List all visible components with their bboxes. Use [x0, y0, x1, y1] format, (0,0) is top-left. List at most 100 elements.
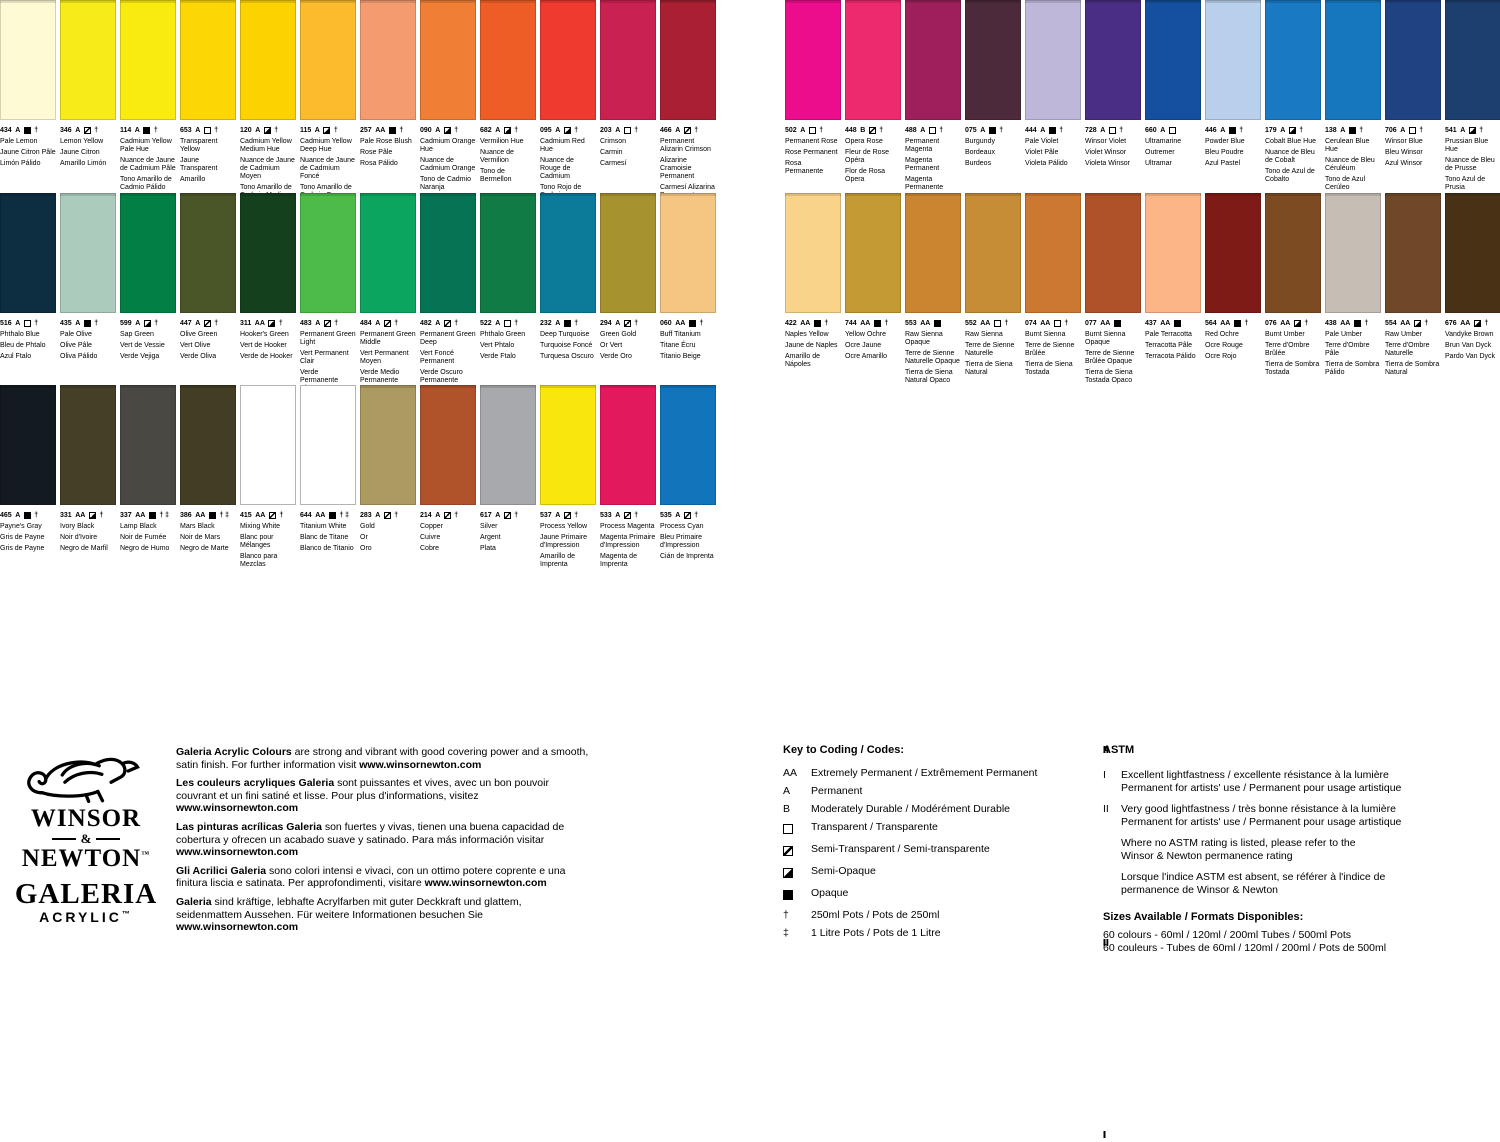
- astm-rating: I: [1103, 1129, 1106, 1141]
- swatch-label: 115 A I † Cadmium Yellow Deep Hue Nuance de J…: [300, 120, 1106, 756]
- colour-name-fr: Violet Winsor: [1085, 149, 1127, 156]
- semi-opaque-square-icon: [443, 127, 451, 134]
- semi-transparent-square-icon: [683, 512, 691, 519]
- semi-opaque-square-icon: [323, 127, 331, 134]
- swatch-cell: 483 A II † Permanent Green Light Vert Permane…: [300, 193, 1109, 949]
- colour-name-fr: Violet Pâle: [1025, 149, 1059, 156]
- colour-name-fr: Nuance de Jaune de Cadmium Foncé: [300, 157, 355, 180]
- swatch-code-line: 644 AA I † ‡: [300, 512, 1106, 1141]
- permanence-rating: A: [555, 127, 561, 134]
- colour-code: 482: [420, 320, 432, 327]
- swatch-label: 294 A I † Green Gold Or Vert Verde Oro: [600, 313, 1106, 949]
- swatch-cell: 502AI† Permanent Rose Rose Permanent Rosa P…: [785, 0, 841, 195]
- permanence-rating: AA: [980, 320, 991, 327]
- colour-name-es: Tono de Azul Cerúleo: [1325, 176, 1366, 191]
- colour-name-en: Raw Umber: [1385, 331, 1422, 338]
- opaque-square-icon: [1348, 127, 1356, 134]
- pot-size-marks: †: [279, 512, 284, 519]
- swatch-label: 617 A † Silver Argent Plata: [480, 505, 536, 553]
- colour-name-en: Titanium White: [300, 523, 347, 530]
- astm-rating: II: [1103, 744, 1109, 756]
- transparent-square-icon: [808, 127, 816, 134]
- colour-name-en: Deep Turquoise: [540, 331, 590, 338]
- permanence-rating: A: [15, 512, 21, 519]
- colour-name-es: Verde de Hooker: [240, 353, 293, 360]
- key-row: AA Extremely Permanent / Extrêmement Perm…: [783, 768, 1103, 779]
- swatch-code-line: 482 A II †: [420, 320, 1109, 949]
- swatch-cell: 438AAI† Pale Umber Terre d'Ombre Pâle Tierr…: [1325, 193, 1381, 388]
- colour-name-es: Tierra de Siena Natural: [965, 361, 1013, 376]
- swatch-code-line: 179AI†: [1265, 127, 1321, 134]
- colour-name-es: Carmesí: [600, 160, 627, 167]
- paragraph-lead: Galeria Acrylic Colours: [176, 746, 292, 758]
- key-symbol: [783, 866, 811, 881]
- swatch-code-line: 617 A †: [480, 512, 536, 519]
- permanence-rating: A: [675, 512, 681, 519]
- permanence-rating: AA: [195, 512, 206, 519]
- swatch-code-line: 516 A I †: [0, 320, 1106, 949]
- color-chip: [60, 0, 116, 120]
- transparent-square-icon: [783, 824, 793, 834]
- colour-name-en: Cadmium Yellow Deep Hue: [300, 138, 352, 153]
- colour-name-es: Verde Ftalo: [480, 353, 516, 360]
- colour-name-es: Flor de Rosa Ópera: [845, 168, 886, 183]
- transparent-square-icon: [1053, 320, 1061, 327]
- swatch-cell: 522 A I † Phthalo Green Vert Phtalo Verde Ftal…: [480, 193, 1106, 949]
- permanence-rating: AA: [675, 320, 686, 327]
- swatch-label: 484 A II † Permanent Green Middle Vert Perman…: [360, 313, 1109, 949]
- permanence-rating: A: [15, 127, 21, 134]
- colour-name-fr: Titane Écru: [660, 342, 696, 349]
- swatch-cell: 076AAI† Burnt Umber Terre d'Ombre Brûlée Ti…: [1265, 193, 1321, 388]
- pot-size-marks: †: [333, 127, 338, 134]
- transparent-square-icon: [23, 320, 31, 327]
- swatch-label: 283 A † Gold Or Oro: [360, 505, 416, 553]
- colour-name-en: Process Yellow: [540, 523, 588, 530]
- color-chip: [965, 0, 1021, 120]
- colour-code: 599: [120, 320, 132, 327]
- semi-opaque-square-icon: [143, 320, 151, 327]
- color-chip: [1265, 0, 1321, 120]
- swatch-cell: 386 AA I † ‡ Mars Black Noir de Mars Negro de …: [180, 385, 1106, 1141]
- colour-name-es: Tono Amarillo de Cadmio Pálido: [120, 176, 172, 191]
- pot-size-marks: †: [99, 512, 104, 519]
- swatch-cell: 415 AA I † Mixing White Blanc pour Mélanges Bl…: [240, 385, 1106, 1141]
- color-chip: [1085, 193, 1141, 313]
- swatch-label: 564AAI† Red Ochre Ocre Rouge Ocre Rojo: [1205, 313, 1261, 361]
- permanence-rating: AA: [1160, 320, 1171, 327]
- swatch-cell: 422AAI† Naples Yellow Jaune de Naples Amari…: [785, 193, 841, 388]
- swatch-label: 415 AA I † Mixing White Blanc pour Mélanges Bl…: [240, 505, 1106, 1141]
- astm-rating: II: [1103, 744, 1109, 756]
- swatch-code-line: 074AAI†: [1025, 320, 1081, 327]
- astm-marker: [1103, 871, 1121, 897]
- colour-name-en: Green Gold: [600, 331, 637, 338]
- semi-transparent-square-icon: [623, 320, 631, 327]
- swatch-code-line: 706AI†: [1385, 127, 1441, 134]
- color-chip: [0, 193, 56, 313]
- colour-name-fr: Ocre Rouge: [1205, 342, 1243, 349]
- colour-name-es: Magenta de Imprenta: [600, 553, 637, 568]
- pot-size-marks: †: [334, 320, 339, 327]
- colour-name-fr: Noir de Mars: [180, 534, 221, 541]
- colour-name-es: Negro de Marfil: [60, 545, 108, 552]
- semi-transparent-square-icon: [868, 127, 876, 134]
- semi-opaque-square-icon: [1288, 127, 1296, 134]
- swatch-label: 095 A II † Cadmium Red Hue Nuance de Rouge de…: [540, 120, 1109, 756]
- transparent-square-icon: [1408, 127, 1416, 134]
- colour-name-es: Violeta Winsor: [1085, 160, 1131, 167]
- swatch-code-line: 438AAI†: [1325, 320, 1381, 327]
- colour-name-fr: Jaune Citron Pâle: [0, 149, 56, 156]
- swatch-code-line: 533 A I †: [600, 512, 1106, 1141]
- pot-size-marks: † ‡: [219, 512, 230, 519]
- colour-code: 075: [965, 127, 977, 134]
- swatch-label: 120 A I † Cadmium Yellow Medium Hue Nuance de…: [240, 120, 1106, 756]
- swatch-cell: 744AAI† Yellow Ochre Ocre Jaune Ocre Amaril…: [845, 193, 901, 388]
- permanence-rating: A: [675, 127, 681, 134]
- pot-size-marks: †: [514, 512, 519, 519]
- colour-name-en: Burgundy: [965, 138, 995, 145]
- semi-transparent-square-icon: [623, 512, 631, 519]
- key-symbol: [783, 822, 811, 837]
- colour-code: 465: [0, 512, 12, 519]
- pot-size-marks: †: [694, 127, 699, 134]
- permanence-rating: A: [75, 320, 81, 327]
- astm-block: ASTM I Excellent lightfastness / excellen…: [1103, 744, 1495, 956]
